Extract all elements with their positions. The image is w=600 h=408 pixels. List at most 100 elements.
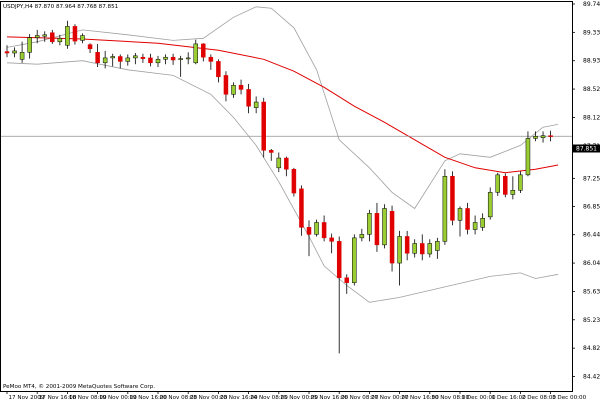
bull-candle-body [382,208,387,246]
candle [336,236,342,354]
candle [261,97,266,158]
candle [299,185,304,236]
candle [42,31,47,42]
candle [133,53,138,65]
candle [231,82,236,98]
bull-candle-body [185,57,191,60]
y-tick-label: 87.250 [583,175,600,182]
bull-candle-body [495,174,500,193]
bear-candle-body [420,243,425,255]
candle [50,29,55,44]
bull-candle-body [480,218,485,228]
candle [487,187,493,220]
candle [450,171,455,226]
candle [495,172,500,196]
bull-candle-body [102,57,108,64]
candle [480,213,485,231]
bull-candle-body [518,174,523,191]
bear-candle-body [95,52,100,64]
candle [306,220,312,257]
candles [4,20,553,354]
bear-candle-body [329,237,334,242]
candle [4,45,10,58]
current-price-marker [573,144,600,153]
bear-candle-body [306,227,312,235]
x-tick-label: 3 Dec 00:00 [552,395,587,401]
candle [19,41,25,63]
y-tick-label: 86.850 [583,203,600,210]
candle [185,52,191,65]
bollinger-bands [6,6,559,303]
bear-candle-body [291,168,297,194]
candle [216,59,221,83]
y-axis: 89.74089.33588.93088.52588.12087.71587.2… [572,1,600,381]
candle [193,39,198,65]
bear-candle-body [465,208,470,230]
bull-candle-body [27,37,32,53]
y-tick-label: 85.230 [583,317,600,324]
bear-candle-body [389,211,395,264]
bull-candle-body [367,213,372,235]
plot-frame [0,1,573,392]
bull-candle-body [155,59,161,64]
candle [284,156,289,177]
bull-candle-body [359,234,365,239]
bear-candle-body [503,175,508,195]
bear-candle-body [269,150,274,153]
lower-band-line [6,60,559,303]
y-tick-label: 88.930 [583,58,600,65]
x-tick-label: 19 Nov 16:00 [129,395,167,401]
bull-candle-body [231,84,236,95]
candle [34,29,40,44]
candle [374,202,380,252]
y-tick-label: 84.420 [583,374,600,381]
bull-candle-body [472,222,478,230]
bear-candle-body [50,32,55,43]
y-tick-label: 88.525 [583,86,600,93]
symbol-info: USDJPY,H4 87.870 87.964 87.768 87.851 [3,4,119,10]
bear-candle-body [208,56,214,62]
bear-candle-body [450,175,455,221]
bull-candle-body [12,50,17,54]
bear-candle-body [87,44,93,50]
candle [170,53,176,65]
bull-candle-body [125,57,131,62]
current-price-label: 87.851 [576,146,597,153]
x-tick-label: 1 Dec 16:00 [492,395,527,401]
upper-band-line [6,6,559,210]
bull-candle-body [352,237,357,283]
candle [253,96,259,114]
copyright-text: PeMoo MT4, © 2001-2009 MetaQuotes Softwa… [3,383,155,390]
x-tick-label: 26 Nov 08:00 [341,395,379,401]
candle [80,33,85,44]
candle [503,173,508,198]
moving-average [6,36,559,174]
candle [435,237,440,259]
bear-candle-body [72,26,78,42]
bear-candle-body [246,89,251,107]
bear-candle-body [321,222,327,239]
bull-candle-body [525,138,531,176]
bear-candle-body [148,57,153,64]
x-tick-label: 25 Nov 00:00 [280,395,318,401]
x-tick-label: 25 Nov 16:00 [311,395,349,401]
candle [246,83,251,114]
x-tick-label: 18 Nov 08:00 [69,395,107,401]
candle [359,228,365,242]
bear-candle-body [118,56,123,62]
x-tick-label: 2 Dec 08:00 [522,395,557,401]
candle [321,215,327,242]
candle [178,55,183,77]
candle [148,53,153,67]
candle [465,202,470,235]
candle [208,54,214,70]
bull-candle-body [427,243,433,255]
bull-candle-body [435,241,440,251]
bear-candle-body [223,75,229,95]
y-tick-label: 86.445 [583,232,600,239]
candle [518,171,523,194]
candle [420,234,425,261]
bull-candle-body [487,192,493,218]
